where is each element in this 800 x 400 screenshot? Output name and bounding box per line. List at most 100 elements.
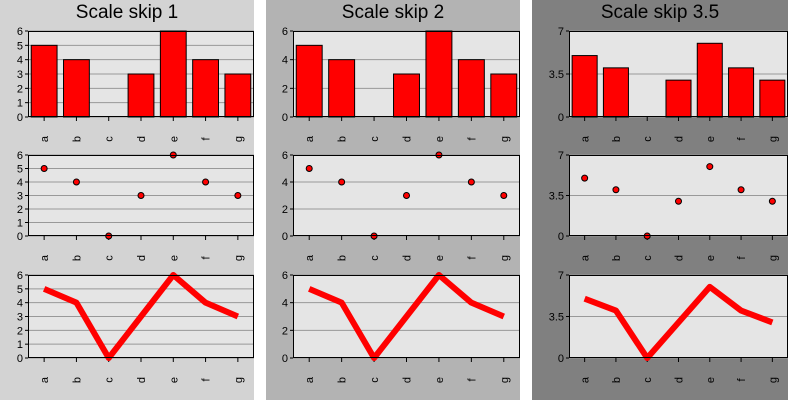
y-tick-label: 7 <box>558 150 564 162</box>
scatter-point <box>403 192 410 199</box>
series-line <box>583 283 774 361</box>
x-tick-label: c <box>369 136 381 142</box>
plot-border <box>293 155 520 236</box>
x-tick-label: b <box>337 377 349 383</box>
bar <box>696 42 723 118</box>
x-tick-label: a <box>304 376 316 383</box>
bar <box>328 59 356 118</box>
y-tick-label: 1 <box>17 218 23 230</box>
y-tick-label: 2 <box>282 325 288 337</box>
y-tick-label: 5 <box>17 284 23 296</box>
bar <box>393 73 420 118</box>
x-tick-label: e <box>434 136 446 142</box>
y-tick-label: 7 <box>558 270 564 282</box>
y-tick-label: 5 <box>17 40 23 52</box>
x-tick-label: b <box>611 136 623 142</box>
x-tick-label: b <box>71 255 83 261</box>
plot-border <box>569 155 788 236</box>
x-tick-label: e <box>705 255 717 261</box>
scatter-point <box>40 165 48 172</box>
chart-column-3: Scale skip 3.5 0 3.5 7 a b c d e f g 0 3.5 7 a b c d e f g… <box>532 0 788 400</box>
x-tick-label: g <box>767 136 779 142</box>
y-tick-label: 1 <box>17 339 23 351</box>
bar <box>127 73 155 118</box>
line-chart: 0 2 4 6 a b c d e f g <box>282 270 520 383</box>
y-tick-label: 2 <box>17 325 23 337</box>
bar <box>571 55 598 118</box>
scatter-point <box>202 178 210 186</box>
x-tick-label: c <box>369 255 381 261</box>
y-tick-label: 4 <box>282 298 288 310</box>
y-tick-label: 7 <box>558 26 564 38</box>
chart-column-title: Scale skip 2 <box>341 2 445 23</box>
scatter-chart: 01 23 45 6 a b c d e f g <box>17 150 254 261</box>
x-tick-label: b <box>611 255 623 261</box>
y-tick-label: 0 <box>17 353 23 365</box>
x-tick-label: g <box>767 377 779 383</box>
x-tick-label: c <box>104 377 116 383</box>
x-tick-label: c <box>642 136 654 142</box>
x-tick-label: f <box>201 378 213 382</box>
x-tick-label: g <box>499 136 511 142</box>
x-tick-label: b <box>337 255 349 261</box>
scatter-point <box>612 186 620 194</box>
y-tick-label: 0 <box>558 353 564 365</box>
series-line <box>308 272 505 361</box>
x-tick-label: e <box>705 136 717 142</box>
x-tick-label: a <box>580 135 592 142</box>
plot-border <box>293 31 520 117</box>
y-tick-label: 5 <box>17 164 23 176</box>
bar <box>728 67 755 118</box>
x-tick-label: a <box>39 135 51 142</box>
x-tick-label: b <box>71 377 83 383</box>
bar <box>159 30 187 118</box>
scatter-point <box>675 197 682 205</box>
x-tick-label: f <box>466 137 478 141</box>
y-tick-label: 4 <box>282 55 288 67</box>
x-tick-label: g <box>233 136 245 142</box>
scatter-chart: 0 3.5 7 a b c d e f g <box>549 150 788 261</box>
y-tick-label: 2 <box>282 204 288 216</box>
plot-border <box>28 275 254 358</box>
y-tick-label: 1 <box>17 98 23 110</box>
y-tick-label: 3.5 <box>549 69 564 81</box>
scatter-point <box>72 178 80 186</box>
bar-chart: 0 3.5 7 a b c d e f g <box>549 26 788 142</box>
chart-column-2: Scale skip 2 0 2 4 6 a b c d e f g 0 2 4 6 a b c d e f g 0 2 4… <box>266 0 520 400</box>
y-tick-label: 0 <box>558 231 564 243</box>
x-tick-label: b <box>337 136 349 142</box>
y-tick-label: 4 <box>17 298 23 310</box>
chart-column-title: Scale skip 1 <box>75 2 179 23</box>
series-line <box>42 272 240 361</box>
bar <box>665 79 692 118</box>
y-tick-label: 3 <box>17 191 23 203</box>
x-tick-label: f <box>201 137 213 141</box>
y-tick-label: 0 <box>282 353 288 365</box>
scatter-point <box>768 197 776 205</box>
x-tick-label: g <box>767 255 779 261</box>
plot-border <box>28 155 254 236</box>
bar-chart: 0 1 2 3 4 5 6 a b c d e f g <box>17 26 254 142</box>
y-tick-label: 3 <box>17 69 23 81</box>
bar <box>192 59 219 118</box>
y-tick-label: 3.5 <box>549 191 564 203</box>
x-tick-label: d <box>402 377 414 383</box>
y-tick-label: 4 <box>17 177 23 189</box>
x-tick-label: d <box>674 136 686 142</box>
bar-chart: 0 2 4 6 a b c d e f g <box>282 26 520 142</box>
scatter-point <box>338 178 346 186</box>
y-tick-label: 6 <box>282 270 288 282</box>
y-tick-label: 6 <box>17 270 23 282</box>
x-tick-label: g <box>499 377 511 383</box>
x-tick-label: d <box>674 377 686 383</box>
line-chart: 0 3.5 7 a b c d e f g <box>549 270 788 383</box>
bar <box>295 44 323 118</box>
x-tick-label: d <box>136 255 148 261</box>
x-tick-label: a <box>39 254 51 261</box>
scatter-point <box>581 174 589 182</box>
y-tick-label: 0 <box>558 112 564 124</box>
x-tick-label: b <box>71 136 83 142</box>
x-tick-label: e <box>705 377 717 383</box>
